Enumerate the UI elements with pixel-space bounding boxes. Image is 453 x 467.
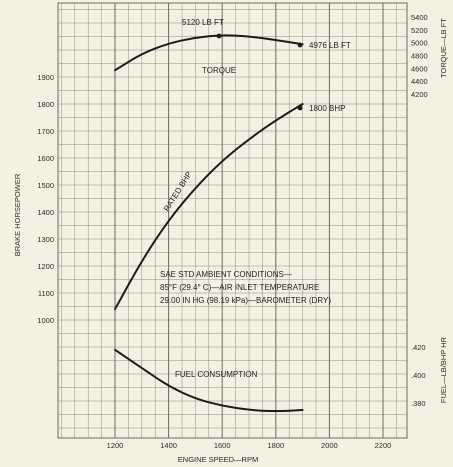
- torque-tick-label: 4200: [411, 90, 428, 99]
- fuel-consumption-label: FUEL CONSUMPTION: [175, 370, 258, 379]
- torque-tick-label: 4800: [411, 52, 428, 61]
- end-torque-marker: [297, 42, 303, 48]
- conditions-line-1: SAE STD AMBIENT CONDITIONS—: [160, 270, 292, 279]
- torque-axis-title: TORQUE—LB FT: [439, 18, 448, 78]
- bhp-end-marker: [297, 105, 303, 111]
- x-tick-label: 1200: [107, 441, 124, 450]
- left-tick-label: 1700: [37, 127, 54, 136]
- torque-curve: [114, 34, 304, 72]
- left-tick-label: 1500: [37, 181, 54, 190]
- torque-tick-label: 4600: [411, 64, 428, 73]
- fuel-tick-label: .400: [411, 371, 426, 380]
- left-tick-label: 1900: [37, 73, 54, 82]
- torque-tick-labels: 4200 4400 4600 4800 5000 5200 5400: [411, 13, 428, 99]
- torque-tick-label: 4400: [411, 77, 428, 86]
- left-tick-label: 1200: [37, 262, 54, 271]
- fuel-tick-label: .420: [411, 343, 426, 352]
- plot-frame: [57, 2, 408, 439]
- fuel-tick-label: .380: [411, 399, 426, 408]
- x-tick-label: 1400: [160, 441, 177, 450]
- left-tick-label: 1000: [37, 316, 54, 325]
- fuel-consumption-curve: [114, 348, 304, 413]
- peak-torque-marker: [216, 33, 222, 39]
- x-tick-label: 1800: [267, 441, 284, 450]
- x-tick-label: 2200: [375, 441, 392, 450]
- fuel-axis-title: FUEL—LB/BHP HR: [439, 336, 448, 403]
- left-tick-label: 1800: [37, 100, 54, 109]
- conditions-line-3: 29.00 IN HG (98.19 kPa)—BAROMETER (DRY): [160, 296, 331, 305]
- left-tick-label: 1100: [38, 289, 54, 298]
- bhp-end-label: 1800 BHP: [309, 104, 345, 113]
- x-tick-label: 1600: [214, 441, 231, 450]
- left-axis-title: BRAKE HORSEPOWER: [13, 173, 22, 256]
- left-tick-labels: 1000 1100 1200 1300 1400 1500 1600 1700 1800 1900: [37, 73, 54, 325]
- left-tick-label: 1400: [37, 208, 54, 217]
- x-axis-title: ENGINE SPEED—RPM: [178, 455, 258, 464]
- left-tick-label: 1600: [37, 154, 54, 163]
- end-torque-label: 4976 LB FT: [309, 41, 351, 50]
- torque-curve-label: TORQUE: [202, 66, 236, 75]
- fuel-tick-labels: .380 .400 .420: [411, 343, 426, 408]
- torque-tick-label: 5200: [411, 26, 428, 35]
- x-tick-label: 2000: [321, 441, 338, 450]
- left-tick-label: 1300: [37, 235, 54, 244]
- torque-tick-label: 5400: [411, 13, 428, 22]
- series-lines: [114, 34, 304, 413]
- x-tick-labels: 1200 1400 1600 1800 2000 2200: [107, 441, 392, 450]
- conditions-line-2: 85°F (29.4° C)—AIR INLET TEMPERATURE: [160, 283, 319, 292]
- grid: [58, 3, 407, 438]
- rated-bhp-curve: [114, 103, 304, 311]
- peak-torque-label: 5120 LB FT: [182, 18, 224, 27]
- torque-tick-label: 5000: [411, 39, 428, 48]
